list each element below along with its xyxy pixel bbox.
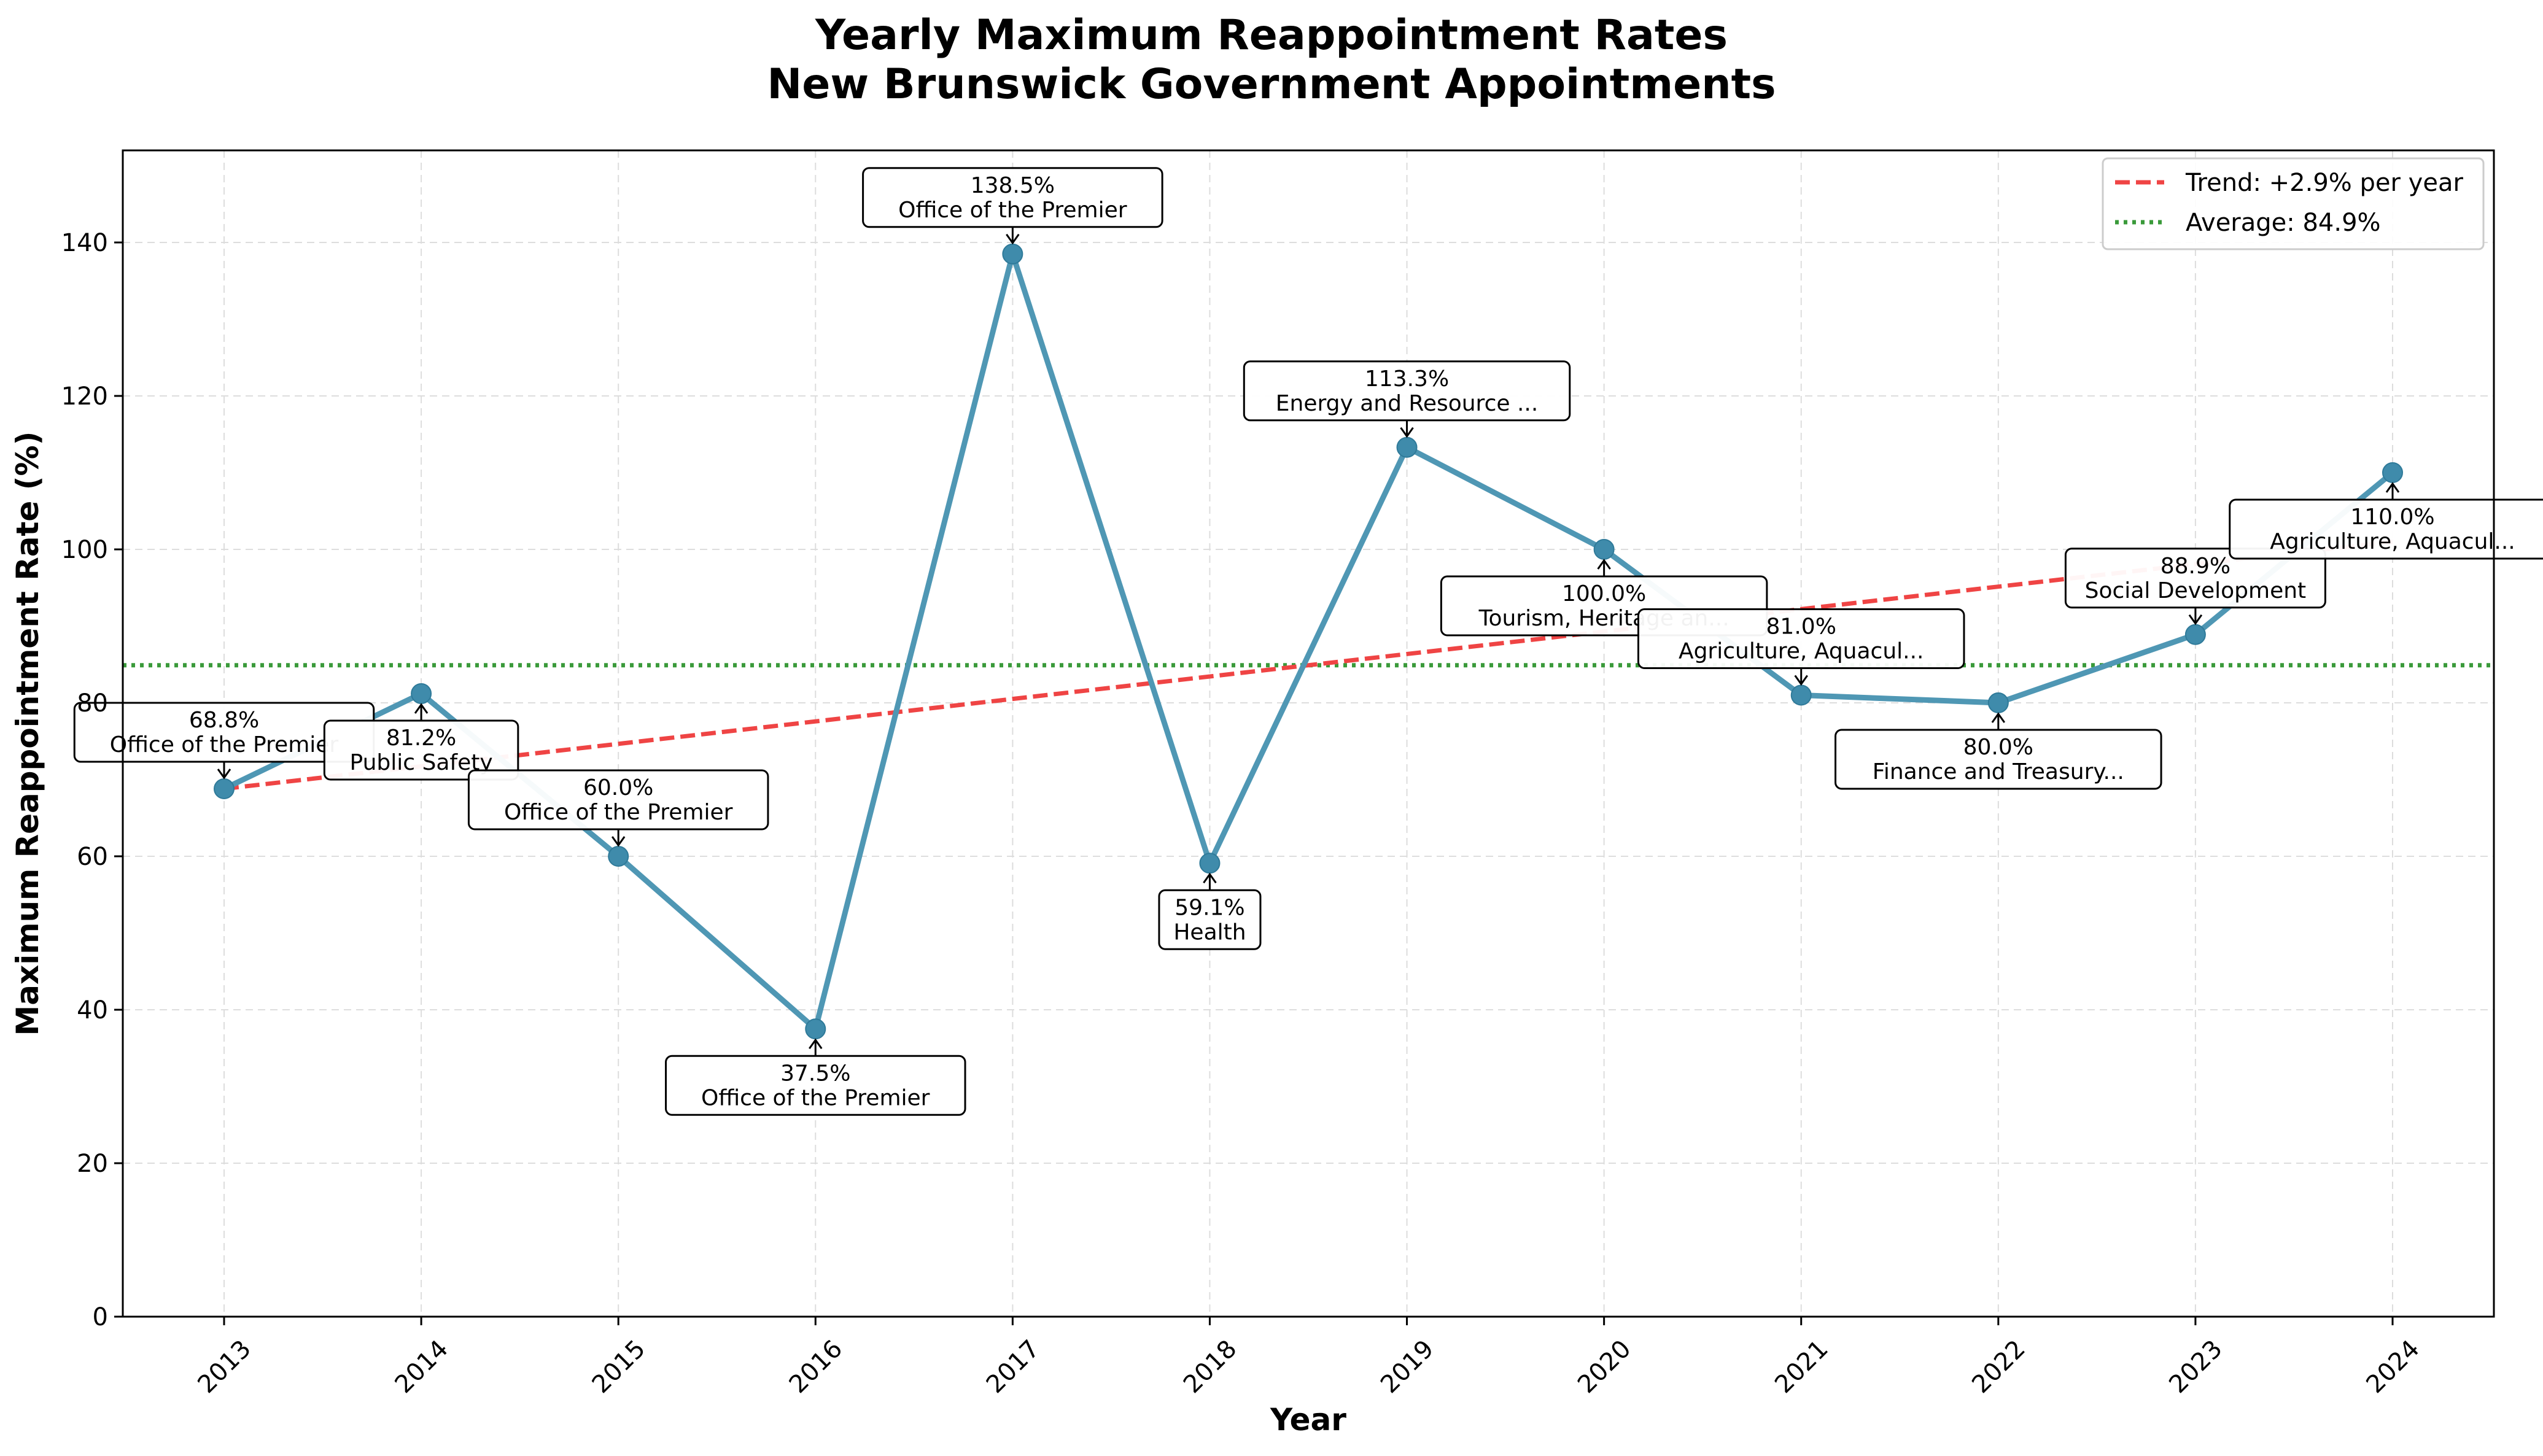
annotation-org: Office of the Premier [504, 800, 733, 825]
annotation-box [467, 769, 769, 831]
data-point [1593, 539, 1615, 560]
annotation: 88.9%Social Development [2064, 548, 2326, 625]
annotation: 37.5%Office of the Premier [665, 1038, 966, 1116]
annotation-value: 100.0% [1562, 581, 1646, 606]
annotation-org: Public Safety [350, 750, 493, 775]
annotation-value: 138.5% [971, 173, 1055, 198]
annotation-arrowhead [1400, 427, 1414, 438]
grid [123, 150, 2494, 1317]
annotation: 110.0%Agriculture, Aquacul... [2229, 482, 2543, 560]
chart-title-line-2: New Brunswick Government Appointments [767, 60, 1776, 109]
annotation-arrowhead [1203, 872, 1217, 884]
annotation-value: 80.0% [1963, 735, 2033, 760]
annotation-box [665, 1055, 966, 1116]
y-tick-label: 20 [77, 1150, 108, 1178]
y-tick-label: 120 [61, 382, 108, 411]
data-point [2382, 462, 2403, 483]
annotation-value: 110.0% [2350, 505, 2434, 530]
annotation-org: Social Development [2085, 578, 2307, 603]
annotation-arrowhead [217, 769, 231, 780]
annotation-arrowhead [1597, 559, 1611, 570]
annotation: 138.5%Office of the Premier [862, 167, 1163, 245]
annotation-box [2229, 498, 2543, 560]
legend: Trend: +2.9% per year Average: 84.9% [2102, 157, 2485, 250]
annotation: 60.0%Office of the Premier [467, 769, 769, 847]
annotation-box [862, 167, 1163, 228]
annotation-value: 88.9% [2161, 554, 2230, 579]
data-point [608, 846, 629, 867]
annotation-arrowhead [2188, 614, 2203, 625]
data-point [1987, 692, 2009, 713]
annotation-org: Health [1173, 920, 1246, 945]
annotation-value: 81.2% [386, 726, 456, 751]
annotation-box [1243, 360, 1571, 422]
annotation-org: Energy and Resource ... [1276, 391, 1539, 416]
data-point [1199, 853, 1221, 874]
annotation: 81.0%Agriculture, Aquacul... [1637, 608, 1965, 686]
annotation: 81.2%Public Safety [323, 703, 519, 781]
annotation-arrowhead [1006, 233, 1020, 245]
legend-trend-label: Trend: +2.9% per year [2185, 169, 2463, 197]
annotation: 59.1%Health [1158, 872, 1262, 950]
annotation-arrowhead [1991, 712, 2006, 723]
annotation-arrowhead [611, 836, 626, 847]
annotation-box [2064, 548, 2326, 609]
data-point [1396, 436, 1418, 458]
annotation: 113.3%Energy and Resource ... [1243, 360, 1571, 438]
annotation: 80.0%Finance and Treasury... [1834, 712, 2162, 790]
annotation-org: Agriculture, Aquacul... [1679, 639, 1924, 664]
y-tick-label: 80 [77, 689, 108, 718]
y-tick-label: 100 [61, 536, 108, 564]
legend-box [2102, 157, 2485, 250]
annotation-arrowhead [2385, 482, 2400, 493]
trend-line [223, 540, 2393, 791]
annotation-value: 60.0% [583, 775, 653, 800]
y-tick-label: 60 [77, 843, 108, 871]
annotation-value: 37.5% [780, 1061, 850, 1086]
annotation-org: Office of the Premier [701, 1085, 930, 1110]
annotation-box [323, 719, 519, 781]
data-point [1790, 684, 1812, 706]
y-tick-label: 140 [61, 229, 108, 257]
x-axis-label: Year [1270, 1402, 1346, 1438]
annotation-value: 113.3% [1365, 366, 1449, 392]
annotation-box [1834, 729, 2162, 790]
annotation-org: Finance and Treasury... [1873, 759, 2124, 784]
annotation-org: Office of the Premier [898, 198, 1127, 223]
legend-average-label: Average: 84.9% [2186, 209, 2381, 237]
annotation-org: Office of the Premier [110, 732, 339, 757]
annotation-value: 81.0% [1766, 614, 1836, 640]
annotation-box [1158, 889, 1262, 950]
annotation-org: Agriculture, Aquacul... [2270, 529, 2515, 554]
data-point [2184, 624, 2206, 645]
annotation-arrowhead [809, 1038, 823, 1050]
data-point [805, 1018, 826, 1040]
y-axis-label: Maximum Reappointment Rate (%) [10, 432, 45, 1036]
annotations: 68.8%Office of the Premier 81.2%Public Sa… [73, 167, 2543, 1116]
annotation: 68.8%Office of the Premier [73, 702, 375, 780]
annotation-value: 68.8% [189, 708, 259, 733]
annotation-value: 59.1% [1174, 895, 1244, 920]
annotation-box [1637, 608, 1965, 669]
y-tick-label: 40 [77, 996, 108, 1024]
reference-lines [123, 540, 2494, 791]
data-point [1002, 243, 1023, 265]
y-tick-label: 0 [93, 1303, 108, 1331]
chart-title-line-1: Yearly Maximum Reappointment Rates [815, 11, 1728, 60]
annotation-arrowhead [414, 703, 429, 714]
data-point [214, 778, 235, 799]
plot-frame [122, 149, 2495, 1318]
annotation-arrowhead [1794, 675, 1808, 686]
data-point [411, 683, 432, 704]
